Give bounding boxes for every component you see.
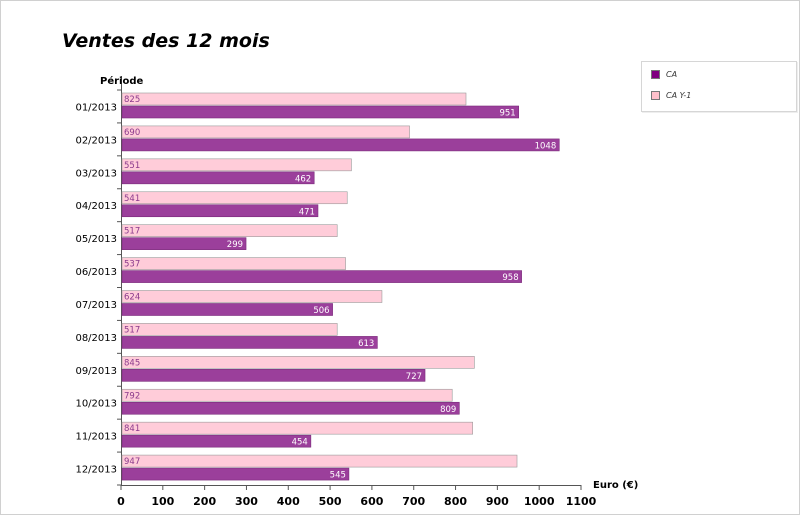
data-label-ca: 809 (440, 405, 456, 415)
x-tick-label: 200 (193, 495, 216, 508)
data-label-ca-y1: 825 (124, 95, 140, 105)
y-tick-label: 05/2013 (75, 234, 117, 245)
x-tick-label: 300 (235, 495, 258, 508)
data-label-ca: 506 (313, 306, 329, 316)
y-tick-label: 08/2013 (75, 333, 117, 344)
legend-label-ca-y1: CA Y-1 (666, 91, 692, 100)
data-label-ca: 462 (295, 174, 311, 184)
data-label-ca-y1: 517 (124, 227, 140, 237)
legend: CA CA Y-1 (641, 61, 797, 112)
bar-ca-y1 (121, 356, 475, 369)
y-axis-title: Période (100, 75, 143, 87)
data-label-ca-y1: 537 (124, 260, 140, 270)
x-tick-label: 0 (117, 495, 125, 508)
y-tick-label: 04/2013 (75, 201, 117, 212)
data-label-ca-y1: 947 (124, 457, 140, 467)
x-axis-title: Euro (€) (593, 480, 638, 491)
bar-ca-y1 (121, 158, 352, 172)
bar-ca (121, 369, 426, 382)
bar-ca (121, 434, 312, 448)
bar-ca (121, 303, 333, 316)
bar-ca (121, 105, 519, 119)
data-label-ca-y1: 841 (124, 424, 140, 434)
data-label-ca: 958 (502, 273, 518, 283)
bar-ca-y1 (121, 224, 338, 237)
x-tick-label: 800 (444, 495, 467, 508)
legend-label-ca: CA (666, 70, 678, 79)
data-label-ca-y1: 541 (124, 194, 140, 204)
bar-ca (121, 204, 319, 218)
data-label-ca-y1: 517 (124, 325, 140, 335)
bar-ca (121, 467, 350, 481)
y-tick-label: 03/2013 (75, 168, 117, 179)
x-tick-label: 600 (360, 495, 383, 508)
x-tick-label: 100 (151, 495, 174, 508)
bar-ca (121, 171, 315, 185)
bar-ca (121, 336, 378, 349)
y-tick-label: 07/2013 (75, 300, 117, 311)
bar-ca-y1 (121, 191, 348, 205)
data-label-ca-y1: 690 (124, 128, 140, 138)
y-tick-label: 10/2013 (75, 399, 117, 410)
data-label-ca-y1: 792 (124, 391, 140, 401)
legend-swatch-ca (651, 70, 660, 79)
data-label-ca: 545 (330, 471, 346, 481)
legend-item-ca: CA (651, 70, 677, 79)
bar-ca-y1 (121, 290, 383, 303)
x-tick-label: 1100 (566, 495, 597, 508)
y-tick-label: 12/2013 (75, 465, 117, 476)
bar-ca (121, 237, 247, 250)
chart-title: Ventes des 12 mois (62, 30, 270, 52)
bar-ca (121, 138, 560, 152)
data-label-ca: 471 (299, 207, 315, 217)
data-label-ca: 454 (292, 438, 308, 448)
data-label-ca-y1: 624 (124, 293, 140, 303)
bar-ca (121, 270, 522, 283)
data-label-ca: 727 (406, 372, 422, 382)
data-label-ca: 951 (499, 109, 515, 119)
x-tick-label: 1000 (524, 495, 555, 508)
x-tick-label: 400 (277, 495, 300, 508)
data-label-ca: 299 (227, 240, 243, 250)
data-label-ca-y1: 551 (124, 161, 140, 171)
bar-ca-y1 (121, 92, 467, 106)
y-tick-label: 11/2013 (75, 432, 117, 443)
bar-ca-y1 (121, 388, 453, 402)
legend-swatch-ca-y1 (651, 91, 660, 100)
data-label-ca-y1: 845 (124, 358, 140, 368)
data-label-ca: 1048 (535, 141, 557, 151)
y-tick-label: 02/2013 (75, 135, 117, 146)
bar-ca-y1 (121, 125, 410, 139)
x-tick-label: 500 (319, 495, 342, 508)
x-tick-label: 900 (486, 495, 509, 508)
x-tick-label: 700 (402, 495, 425, 508)
legend-item-ca-y1: CA Y-1 (651, 91, 691, 100)
y-tick-label: 06/2013 (75, 267, 117, 278)
bar-ca-y1 (121, 454, 518, 468)
data-label-ca: 613 (358, 339, 374, 349)
y-tick-label: 09/2013 (75, 366, 117, 377)
bar-ca (121, 401, 460, 415)
bar-ca-y1 (121, 257, 346, 270)
y-tick-label: 01/2013 (75, 102, 117, 113)
bar-ca-y1 (121, 421, 473, 435)
bar-ca-y1 (121, 323, 338, 336)
